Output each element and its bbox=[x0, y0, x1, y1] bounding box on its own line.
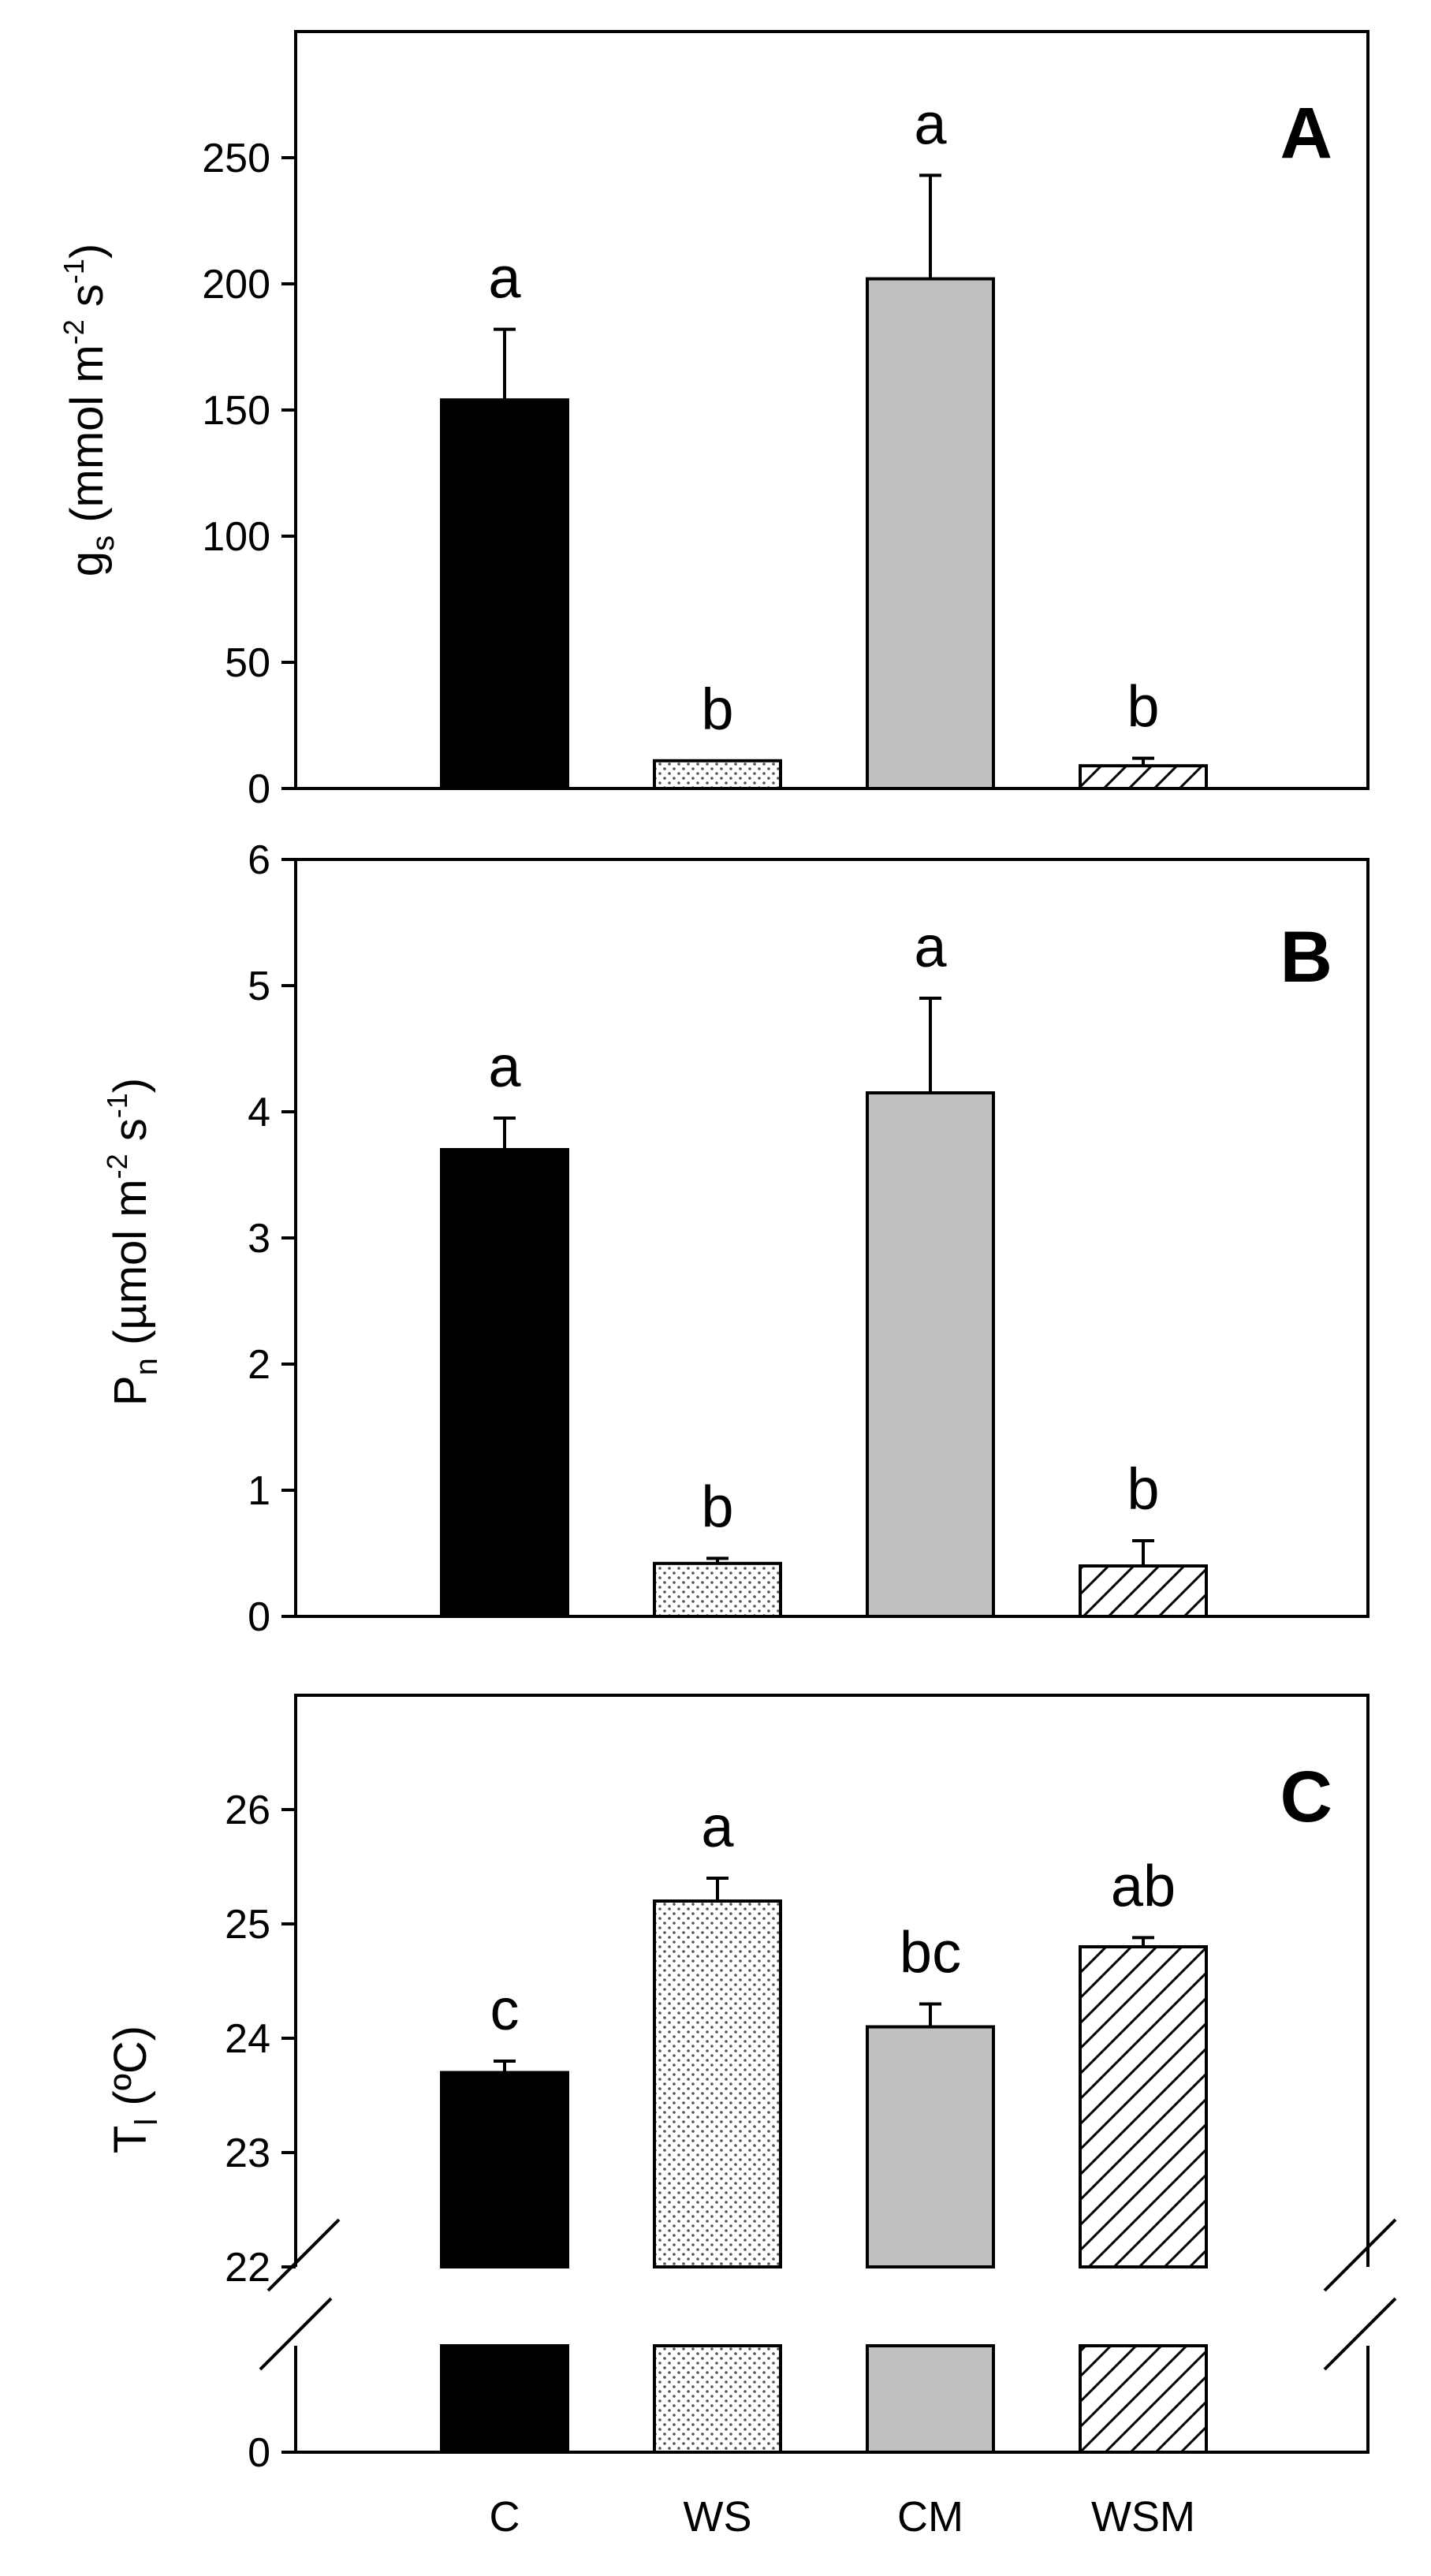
bar-cm bbox=[866, 2025, 995, 2268]
panel-a-bars: a b a b bbox=[440, 91, 1208, 791]
bar-wsm bbox=[1079, 1564, 1208, 1618]
panel-a-ylabel: gs (mmol m-2 s-1) bbox=[58, 244, 121, 576]
panel-b: 0 1 2 3 4 5 6 a b a b B Pn (µmol m-2 s-1) bbox=[101, 837, 1370, 1640]
panel-c-letter: C bbox=[1280, 1757, 1332, 1837]
category-label-wsm: WSM bbox=[1091, 2493, 1195, 2541]
y-tick-label: 3 bbox=[248, 1216, 270, 1262]
panel-a-y-axis: 0 50 100 150 200 250 bbox=[202, 136, 296, 812]
significance-letter-ws: a bbox=[701, 1794, 734, 1859]
category-label-cm: CM bbox=[897, 2493, 963, 2541]
y-tick-label: 5 bbox=[248, 964, 270, 1009]
significance-letter-cm: a bbox=[914, 914, 947, 979]
bar-stub-ws bbox=[653, 2344, 782, 2454]
bar-ws bbox=[653, 1561, 782, 1619]
bar-stub-cm bbox=[866, 2344, 995, 2454]
y-tick-label: 200 bbox=[202, 262, 270, 308]
y-tick-label: 50 bbox=[225, 640, 270, 686]
y-tick-label: 4 bbox=[248, 1090, 270, 1135]
significance-letter-cm: bc bbox=[900, 1920, 961, 1985]
category-label-ws: WS bbox=[684, 2493, 752, 2541]
y-tick-label: 25 bbox=[225, 1902, 270, 1948]
significance-letter-ws: b bbox=[701, 677, 733, 742]
y-tick-label: 26 bbox=[225, 1788, 270, 1833]
y-tick-label: 23 bbox=[225, 2131, 270, 2176]
y-tick-label: 250 bbox=[202, 136, 270, 181]
y-tick-label: 0 bbox=[248, 766, 270, 812]
bar-wsm bbox=[1079, 1945, 1208, 2268]
y-tick-label: 0 bbox=[248, 1594, 270, 1640]
significance-letter-c: a bbox=[488, 1034, 521, 1099]
panel-b-y-axis: 0 1 2 3 4 5 6 bbox=[248, 837, 296, 1640]
panel-c-axis-break-left bbox=[259, 2218, 341, 2371]
panel-c-ylabel: Tl (ºC) bbox=[105, 2026, 164, 2153]
significance-letter-c: c bbox=[490, 1977, 520, 2042]
y-tick-label: 0 bbox=[248, 2430, 270, 2476]
panel-b-letter: B bbox=[1280, 917, 1332, 997]
bar-cm bbox=[866, 277, 995, 791]
panel-a-letter: A bbox=[1280, 93, 1332, 173]
panel-c-bars: c a bc ab bbox=[440, 1794, 1208, 2454]
bar-c bbox=[440, 1148, 569, 1618]
significance-letter-wsm: b bbox=[1127, 674, 1159, 740]
y-tick-label: 6 bbox=[248, 837, 270, 883]
panel-c: 0 22 23 24 25 26 c a bc ab C WS CM WSM C Tl (ºC) bbox=[105, 1694, 1397, 2541]
panel-c-axis-break-right bbox=[1323, 2218, 1397, 2371]
significance-letter-ws: b bbox=[701, 1474, 733, 1539]
bar-ws bbox=[653, 759, 782, 790]
panel-c-frame bbox=[294, 1694, 1370, 2454]
bar-c bbox=[440, 2071, 569, 2268]
y-tick-label: 22 bbox=[225, 2245, 270, 2291]
category-label-c: C bbox=[490, 2493, 520, 2541]
y-tick-label: 100 bbox=[202, 514, 270, 560]
y-tick-label: 150 bbox=[202, 388, 270, 434]
bar-ws bbox=[653, 1899, 782, 2268]
panel-b-ylabel: Pn (µmol m-2 s-1) bbox=[101, 1078, 164, 1406]
significance-letter-wsm: ab bbox=[1111, 1853, 1176, 1918]
panel-a: 0 50 100 150 200 250 a b a b A gs (mmol m-2 s-1) bbox=[58, 30, 1370, 812]
significance-letter-wsm: b bbox=[1127, 1456, 1159, 1522]
y-tick-label: 2 bbox=[248, 1342, 270, 1388]
bar-stub-c bbox=[440, 2344, 569, 2454]
bar-cm bbox=[866, 1091, 995, 1618]
x-axis-categories: C WS CM WSM bbox=[490, 2493, 1195, 2541]
y-tick-label: 1 bbox=[248, 1468, 270, 1514]
y-tick-label: 24 bbox=[225, 2016, 270, 2062]
bar-wsm bbox=[1079, 764, 1208, 791]
bar-c bbox=[440, 398, 569, 790]
panel-b-bars: a b a b bbox=[440, 914, 1208, 1619]
bar-stub-wsm bbox=[1079, 2344, 1208, 2454]
significance-letter-cm: a bbox=[914, 91, 947, 156]
panel-c-y-axis: 0 22 23 24 25 26 bbox=[225, 1788, 296, 2476]
significance-letter-c: a bbox=[488, 245, 521, 311]
